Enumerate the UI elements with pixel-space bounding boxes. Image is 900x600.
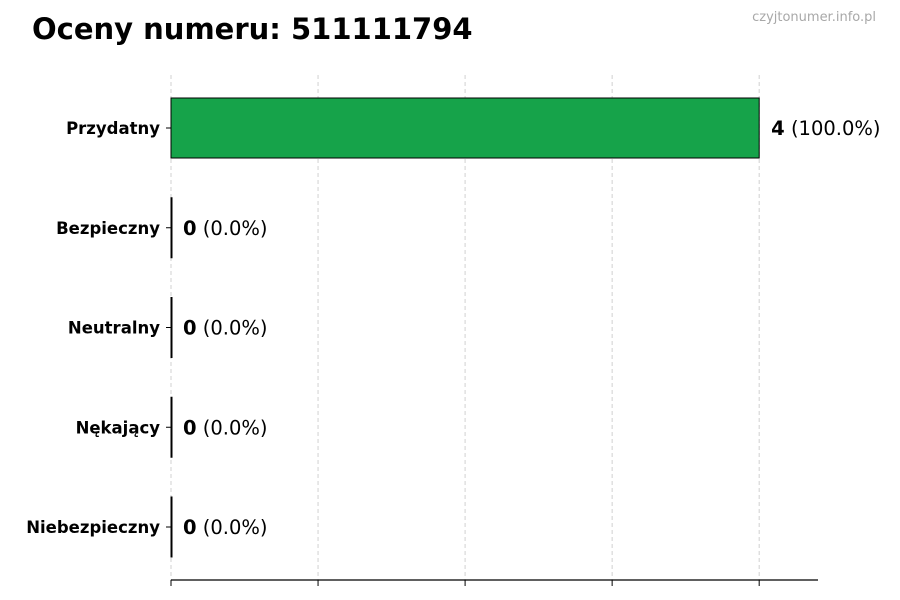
- data-label-percent: (0.0%): [197, 317, 268, 340]
- data-label-percent: (0.0%): [197, 217, 268, 240]
- bar: [170, 97, 760, 159]
- data-label-count: 0: [183, 416, 197, 439]
- data-label: 0 (0.0%): [183, 217, 268, 240]
- bar: [170, 197, 173, 259]
- category-label: Neutralny: [68, 319, 160, 338]
- chart-title: Oceny numeru: 511111794: [32, 12, 473, 46]
- data-label: 0 (0.0%): [183, 317, 268, 340]
- watermark: czyjtonumer.info.pl: [752, 10, 876, 25]
- bar: [170, 396, 173, 458]
- data-label-count: 0: [183, 317, 197, 340]
- category-label: Przydatny: [66, 119, 160, 138]
- data-label-count: 0: [183, 516, 197, 539]
- data-label: 0 (0.0%): [183, 416, 268, 439]
- category-label: Bezpieczny: [56, 219, 160, 238]
- data-label-count: 4: [771, 117, 785, 140]
- bar: [170, 297, 173, 358]
- data-label: 4 (100.0%): [771, 117, 880, 140]
- category-label: Nękający: [76, 418, 161, 437]
- data-label-percent: (100.0%): [785, 117, 881, 140]
- bar: [170, 496, 173, 558]
- data-label-percent: (0.0%): [197, 416, 268, 439]
- data-label-percent: (0.0%): [197, 516, 268, 539]
- data-label-count: 0: [183, 217, 197, 240]
- category-label: Niebezpieczny: [26, 518, 160, 537]
- data-label: 0 (0.0%): [183, 516, 268, 539]
